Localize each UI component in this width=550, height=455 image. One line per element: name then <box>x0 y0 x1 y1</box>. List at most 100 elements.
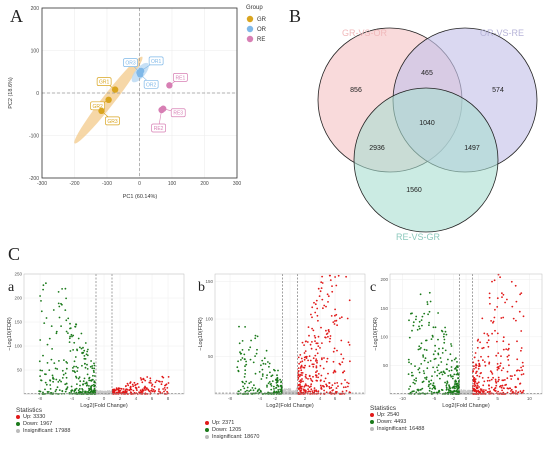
volcano-point <box>323 304 326 307</box>
volcano-point <box>329 274 331 277</box>
volcano-point <box>45 317 48 319</box>
volcano-point <box>445 363 448 366</box>
volcano-point <box>136 382 139 385</box>
volcano-point <box>494 380 497 383</box>
volcano-point <box>308 386 311 389</box>
volcano-point <box>40 300 42 302</box>
volcano-point <box>411 329 413 332</box>
volcano-point <box>337 385 339 388</box>
volcano-point <box>455 385 458 388</box>
volcano-point <box>52 380 54 383</box>
volcano-point <box>76 370 79 372</box>
volcano-point <box>93 362 95 365</box>
volcano-point <box>126 382 129 385</box>
volcano-point <box>497 366 500 368</box>
volcano-point <box>302 380 304 383</box>
pca-legend-gr: GR <box>246 15 267 23</box>
volcano-point <box>57 291 60 293</box>
volcano-point <box>86 368 89 370</box>
volcano-y-axis-label: −Log10(FDR) <box>198 317 204 351</box>
volcano-point <box>515 390 517 392</box>
volcano-point <box>301 360 304 363</box>
stats-insig-b: Insignificant: 18670 <box>205 434 259 441</box>
volcano-point <box>493 279 496 282</box>
volcano-point <box>456 369 458 372</box>
volcano-point <box>317 287 320 290</box>
volcano-point <box>254 372 257 375</box>
volcano-point <box>408 361 410 364</box>
volcano-point <box>490 386 493 389</box>
volcano-point <box>300 369 303 372</box>
volcano-point <box>69 327 71 330</box>
volcano-point <box>320 281 323 284</box>
volcano-point <box>456 365 459 367</box>
volcano-point <box>324 377 327 380</box>
pca-legend-title: Group <box>246 5 263 11</box>
volcano-point <box>248 382 251 385</box>
volcano-point <box>50 325 53 327</box>
volcano-point <box>418 327 421 330</box>
volcano-point <box>483 332 486 335</box>
volcano-point <box>163 387 166 389</box>
volcano-point <box>488 387 491 390</box>
volcano-point <box>335 319 338 322</box>
volcano-point <box>422 380 425 383</box>
volcano-point <box>55 330 58 333</box>
volcano-point <box>316 352 319 355</box>
volcano-point <box>304 350 307 352</box>
volcano-point <box>455 357 457 359</box>
volcano-point <box>408 319 410 322</box>
stats-insig-a: Insignificant: 17988 <box>16 428 70 435</box>
volcano-point <box>488 384 490 387</box>
volcano-point <box>93 367 96 370</box>
volcano-point <box>518 310 521 313</box>
volcano-point <box>423 312 426 315</box>
volcano-point <box>479 372 482 375</box>
volcano-point <box>266 384 268 387</box>
volcano-point <box>308 355 311 357</box>
volcano-point <box>508 364 510 367</box>
volcano-point <box>241 357 244 359</box>
volcano-point <box>65 382 68 385</box>
volcano-y-tick-label: 250 <box>14 272 22 277</box>
stats-down-b-text: Down: 1205 <box>212 427 242 433</box>
volcano-point <box>316 361 318 364</box>
volcano-point <box>120 388 123 390</box>
volcano-point <box>74 371 76 374</box>
volcano-point <box>328 387 331 390</box>
volcano-point <box>79 384 81 387</box>
volcano-point <box>497 380 499 383</box>
volcano-point <box>124 390 126 393</box>
volcano-point <box>330 315 333 317</box>
volcano-point <box>89 365 92 368</box>
volcano-point <box>321 298 324 301</box>
volcano-point <box>85 381 88 384</box>
volcano-point <box>265 349 268 352</box>
volcano-point <box>260 364 262 367</box>
volcano-point <box>500 317 503 319</box>
volcano-point <box>502 348 505 351</box>
volcano-point <box>334 308 336 311</box>
volcano-point <box>343 370 346 372</box>
volcano-point <box>312 357 315 360</box>
volcano-point <box>344 386 347 388</box>
volcano-point <box>335 313 338 316</box>
volcano-point <box>490 371 493 374</box>
volcano-point <box>445 333 448 336</box>
volcano-point <box>68 392 71 395</box>
volcano-point <box>69 322 71 325</box>
volcano-point <box>240 359 242 361</box>
volcano-y-tick-label: 150 <box>14 320 22 325</box>
volcano-point <box>504 301 506 304</box>
volcano-point <box>493 316 496 319</box>
volcano-point <box>440 329 443 332</box>
volcano-y-tick-label: 50 <box>17 368 23 373</box>
volcano-point <box>421 315 424 318</box>
volcano-point <box>522 373 525 375</box>
volcano-point <box>71 370 74 372</box>
volcano-point <box>520 330 523 332</box>
volcano-point <box>449 374 452 377</box>
volcano-point <box>506 387 509 390</box>
volcano-point <box>102 391 105 393</box>
volcano-point <box>48 337 51 340</box>
